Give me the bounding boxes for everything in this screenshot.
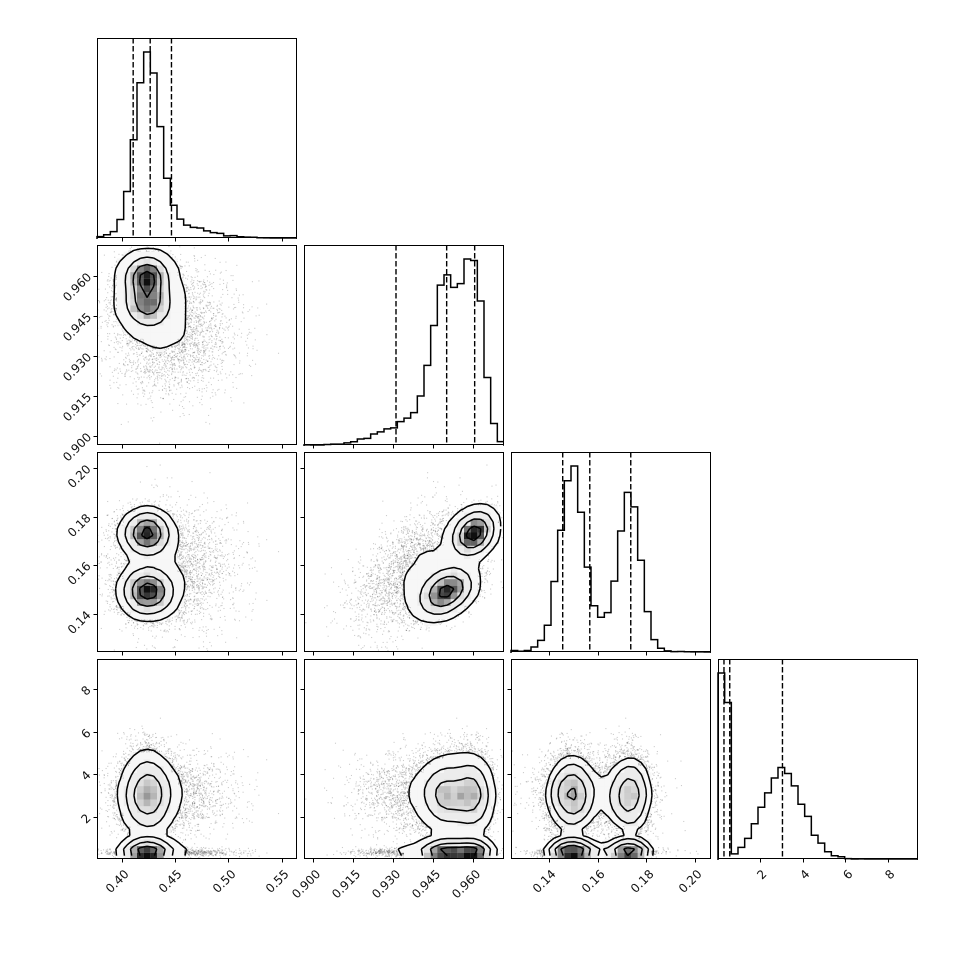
x-tick-label: 0.18 <box>627 867 657 896</box>
x-tick-label: 6 <box>840 867 856 883</box>
x-tick-label: 0.915 <box>329 867 364 902</box>
density-canvas <box>296 452 504 660</box>
x-tick-label: 0.50 <box>209 867 239 896</box>
histogram-canvas <box>710 659 918 867</box>
density-panel-param4-vs-param2 <box>296 659 504 867</box>
density-canvas <box>503 659 711 867</box>
x-tick-label: 0.945 <box>409 867 444 902</box>
histogram-canvas <box>503 452 711 660</box>
x-tick-label: 0.16 <box>578 867 608 896</box>
density-panel-param2-vs-param1 <box>89 245 297 453</box>
x-tick-label: 0.960 <box>449 867 484 902</box>
x-tick-label: 0.930 <box>369 867 404 902</box>
histogram-canvas <box>296 245 504 453</box>
x-tick-label: 0.900 <box>289 867 324 902</box>
histogram-canvas <box>89 38 297 246</box>
density-canvas <box>89 659 297 867</box>
x-tick-label: 8 <box>882 867 899 883</box>
histogram-panel-param-3 <box>503 452 711 660</box>
density-panel-param3-vs-param1 <box>89 452 297 660</box>
x-tick-label: 0.20 <box>676 867 706 896</box>
x-tick-label: 0.45 <box>156 867 186 896</box>
x-tick-label: 0.40 <box>103 867 132 896</box>
histogram-panel-param-4 <box>710 659 918 867</box>
histogram-panel-param-2 <box>296 245 504 453</box>
density-panel-param4-vs-param3 <box>503 659 711 867</box>
density-canvas <box>89 452 297 660</box>
density-panel-param4-vs-param1 <box>89 659 297 867</box>
x-tick-label: 0.55 <box>262 867 292 896</box>
density-canvas <box>89 245 297 453</box>
x-tick-label: 0.14 <box>529 867 559 896</box>
histogram-panel-param-1 <box>89 38 297 246</box>
x-tick-label: 4 <box>797 867 813 883</box>
x-tick-label: 2 <box>754 867 770 883</box>
density-panel-param3-vs-param2 <box>296 452 504 660</box>
density-canvas <box>296 659 504 867</box>
